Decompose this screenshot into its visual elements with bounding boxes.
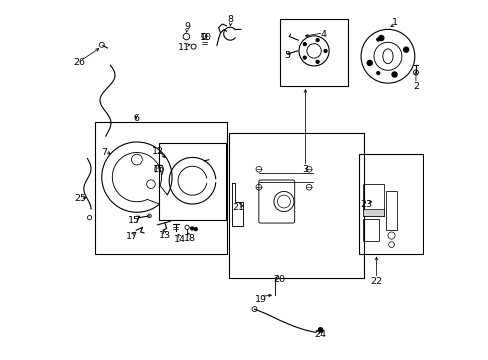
Text: 16: 16 (152, 166, 164, 175)
Text: 11: 11 (178, 43, 190, 52)
Bar (359, 154, 422, 253)
Text: 26: 26 (73, 58, 85, 67)
Text: 15: 15 (128, 216, 140, 225)
Circle shape (403, 47, 408, 52)
Text: 24: 24 (314, 330, 326, 339)
Bar (362, 209, 384, 216)
Circle shape (376, 72, 379, 75)
Circle shape (194, 228, 197, 230)
Bar (362, 184, 384, 216)
Text: 5: 5 (283, 51, 289, 60)
Text: 8: 8 (227, 15, 233, 24)
Circle shape (366, 60, 371, 66)
Bar (229, 134, 363, 278)
Text: 7: 7 (101, 148, 107, 157)
Text: 3: 3 (302, 165, 308, 174)
Circle shape (378, 36, 383, 41)
Bar (386, 191, 396, 230)
Circle shape (316, 39, 318, 41)
Circle shape (190, 227, 193, 230)
Text: 9: 9 (184, 22, 190, 31)
Bar (94, 122, 227, 253)
Circle shape (376, 38, 379, 41)
Bar (159, 143, 225, 220)
Bar (362, 220, 378, 241)
Circle shape (316, 60, 318, 63)
Text: 18: 18 (183, 234, 196, 243)
Text: 22: 22 (370, 276, 382, 285)
Text: 23: 23 (360, 200, 372, 209)
Text: 12: 12 (151, 147, 163, 156)
Text: 10: 10 (200, 33, 211, 42)
Text: 1: 1 (391, 18, 397, 27)
Text: 4: 4 (320, 30, 325, 39)
Text: 19: 19 (254, 294, 266, 303)
Text: 2: 2 (413, 82, 419, 91)
Circle shape (303, 56, 305, 59)
Text: 17: 17 (125, 232, 137, 241)
Bar (279, 19, 348, 86)
Text: 14: 14 (174, 235, 185, 244)
Circle shape (303, 43, 305, 46)
Circle shape (318, 328, 322, 332)
Text: 6: 6 (133, 114, 139, 123)
Circle shape (391, 72, 396, 77)
Circle shape (324, 49, 326, 52)
Text: 25: 25 (74, 194, 86, 203)
Text: 20: 20 (273, 275, 285, 284)
Text: 21: 21 (232, 203, 244, 212)
Text: 13: 13 (159, 231, 171, 240)
